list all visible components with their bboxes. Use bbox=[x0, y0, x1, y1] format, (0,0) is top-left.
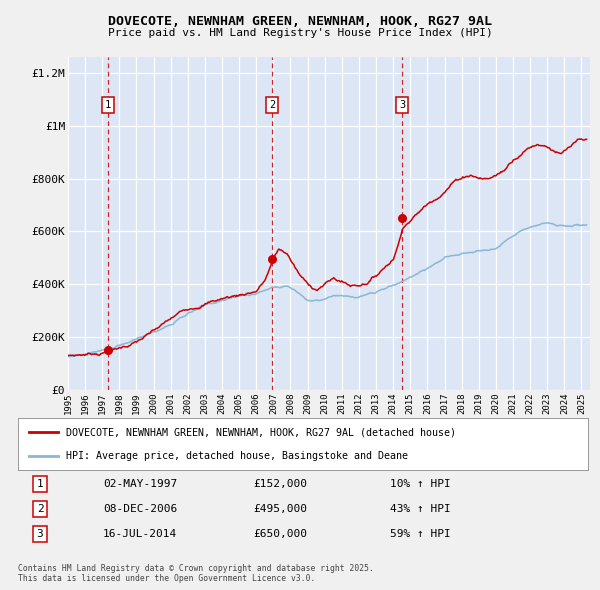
Text: Price paid vs. HM Land Registry's House Price Index (HPI): Price paid vs. HM Land Registry's House … bbox=[107, 28, 493, 38]
Point bbox=[103, 345, 113, 355]
Text: £152,000: £152,000 bbox=[253, 479, 307, 489]
Text: Contains HM Land Registry data © Crown copyright and database right 2025.
This d: Contains HM Land Registry data © Crown c… bbox=[18, 563, 374, 583]
Point bbox=[267, 254, 277, 264]
Text: HPI: Average price, detached house, Basingstoke and Deane: HPI: Average price, detached house, Basi… bbox=[67, 451, 409, 461]
Text: 1: 1 bbox=[105, 100, 111, 110]
Text: 3: 3 bbox=[399, 100, 406, 110]
Text: £495,000: £495,000 bbox=[253, 504, 307, 514]
Text: 08-DEC-2006: 08-DEC-2006 bbox=[103, 504, 177, 514]
Text: 2: 2 bbox=[37, 504, 43, 514]
Text: 16-JUL-2014: 16-JUL-2014 bbox=[103, 529, 177, 539]
Text: 1: 1 bbox=[37, 479, 43, 489]
Text: 3: 3 bbox=[37, 529, 43, 539]
Point bbox=[398, 214, 407, 223]
Text: 02-MAY-1997: 02-MAY-1997 bbox=[103, 479, 177, 489]
Text: DOVECOTE, NEWNHAM GREEN, NEWNHAM, HOOK, RG27 9AL (detached house): DOVECOTE, NEWNHAM GREEN, NEWNHAM, HOOK, … bbox=[67, 427, 457, 437]
Text: 59% ↑ HPI: 59% ↑ HPI bbox=[389, 529, 451, 539]
Text: 10% ↑ HPI: 10% ↑ HPI bbox=[389, 479, 451, 489]
Text: DOVECOTE, NEWNHAM GREEN, NEWNHAM, HOOK, RG27 9AL: DOVECOTE, NEWNHAM GREEN, NEWNHAM, HOOK, … bbox=[108, 15, 492, 28]
Text: 2: 2 bbox=[269, 100, 275, 110]
Text: 43% ↑ HPI: 43% ↑ HPI bbox=[389, 504, 451, 514]
Text: £650,000: £650,000 bbox=[253, 529, 307, 539]
